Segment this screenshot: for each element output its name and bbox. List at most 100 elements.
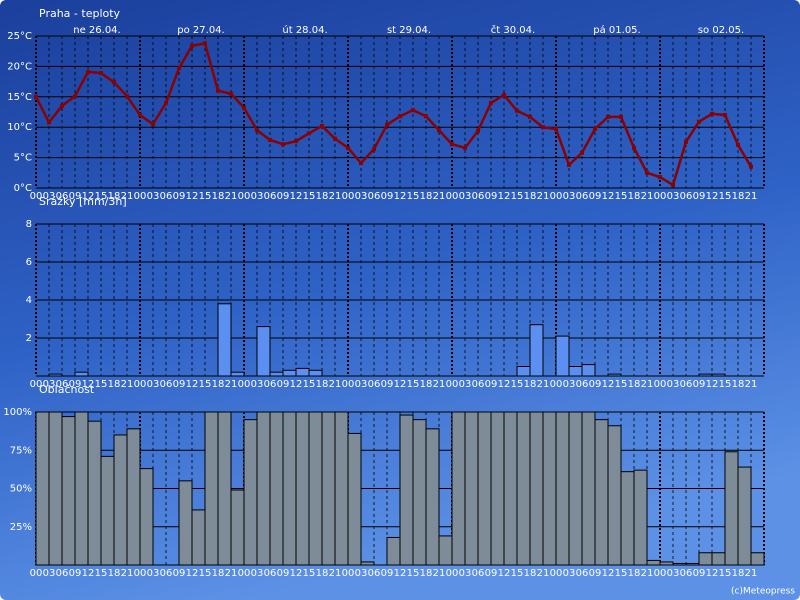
x-tick-label: 15 (407, 191, 420, 202)
x-tick-label: 00 (238, 568, 251, 579)
temperature-point (255, 128, 259, 133)
bar (542, 411, 557, 566)
x-tick-label: 06 (56, 191, 69, 202)
bar (295, 411, 310, 566)
temperature-line (34, 42, 753, 187)
bar (74, 371, 89, 377)
y-tick-label: 20°C (7, 61, 32, 72)
x-tick-label: 09 (589, 568, 602, 579)
x-tick-label: 06 (160, 568, 173, 579)
day-label: st 29.04. (387, 25, 431, 36)
bar (724, 451, 739, 566)
bar (698, 552, 713, 566)
x-tick-label: 21 (225, 191, 238, 202)
bar (269, 411, 284, 566)
x-tick-label: 09 (485, 379, 498, 390)
x-tick-label: 21 (537, 568, 550, 579)
x-tick-label: 15 (615, 568, 628, 579)
bar (516, 411, 531, 566)
x-tick-label: 03 (667, 568, 680, 579)
temperature-point (164, 100, 168, 105)
x-tick-label: 21 (433, 568, 446, 579)
bar (126, 428, 141, 566)
bar (87, 420, 102, 566)
y-tick-label: 25°C (7, 31, 32, 42)
temperature-point (294, 139, 298, 144)
x-tick-label: 00 (30, 379, 43, 390)
x-tick-label: 06 (368, 568, 381, 579)
bar (607, 425, 622, 566)
x-tick-label: 18 (108, 568, 121, 579)
temperature-point (619, 114, 623, 119)
temperature-point (138, 113, 142, 118)
bar (438, 535, 453, 566)
bar (646, 559, 661, 566)
x-tick-label: 18 (524, 191, 537, 202)
x-tick-label: 00 (342, 191, 355, 202)
bar (594, 419, 609, 566)
x-tick-label: 15 (719, 191, 732, 202)
x-tick-label: 15 (199, 191, 212, 202)
temperature-point (47, 120, 51, 125)
x-tick-label: 00 (134, 379, 147, 390)
x-tick-label: 09 (381, 191, 394, 202)
bar (191, 509, 206, 566)
x-tick-label: 12 (394, 191, 407, 202)
x-tick-label: 12 (290, 191, 303, 202)
x-tick-label: 03 (147, 568, 160, 579)
x-tick-label: 12 (186, 191, 199, 202)
bar (282, 369, 297, 377)
bar (48, 411, 63, 566)
x-tick-label: 09 (693, 568, 706, 579)
bar (295, 367, 310, 377)
x-tick-label: 09 (69, 379, 82, 390)
x-tick-label: 00 (238, 379, 251, 390)
x-tick-label: 09 (589, 191, 602, 202)
x-tick-label: 12 (394, 379, 407, 390)
x-tick-label: 00 (654, 379, 667, 390)
temperature-point (697, 119, 701, 124)
x-tick-label: 15 (199, 568, 212, 579)
bar (425, 428, 440, 566)
x-tick-label: 09 (277, 191, 290, 202)
x-tick-label: 03 (147, 191, 160, 202)
x-tick-label: 00 (30, 568, 43, 579)
x-tick-label: 12 (706, 379, 719, 390)
x-tick-label: 21 (537, 379, 550, 390)
temperature-point (60, 103, 64, 108)
temperature-point (346, 145, 350, 150)
x-tick-label: 15 (511, 191, 524, 202)
bar (516, 366, 531, 377)
x-tick-label: 12 (706, 568, 719, 579)
day-label: ne 26.04. (73, 25, 120, 36)
chart-title: Praha - teploty (39, 7, 121, 20)
bar (555, 411, 570, 566)
x-tick-label: 21 (121, 191, 134, 202)
temperature-point (151, 122, 155, 127)
x-tick-label: 03 (563, 379, 576, 390)
x-tick-label: 03 (355, 379, 368, 390)
bar (256, 411, 271, 566)
x-tick-label: 00 (446, 191, 459, 202)
x-tick-label: 18 (420, 568, 433, 579)
temperature-point (385, 122, 389, 127)
x-tick-label: 21 (329, 191, 342, 202)
x-tick-label: 21 (641, 568, 654, 579)
temperature-point (73, 94, 77, 99)
temperature-point (749, 164, 753, 169)
x-tick-label: 03 (667, 379, 680, 390)
day-label: so 02.05. (698, 25, 744, 36)
x-tick-label: 12 (498, 379, 511, 390)
temperature-point (645, 170, 649, 175)
temperature-point (372, 147, 376, 152)
bar (347, 432, 362, 566)
temperature-point (684, 139, 688, 144)
bar (204, 411, 219, 566)
x-tick-label: 06 (264, 379, 277, 390)
temperature-point (229, 91, 233, 96)
temperature-point (177, 66, 181, 71)
temperature-point (307, 131, 311, 136)
x-tick-label: 18 (108, 379, 121, 390)
bar (464, 411, 479, 566)
x-tick-label: 18 (316, 568, 329, 579)
